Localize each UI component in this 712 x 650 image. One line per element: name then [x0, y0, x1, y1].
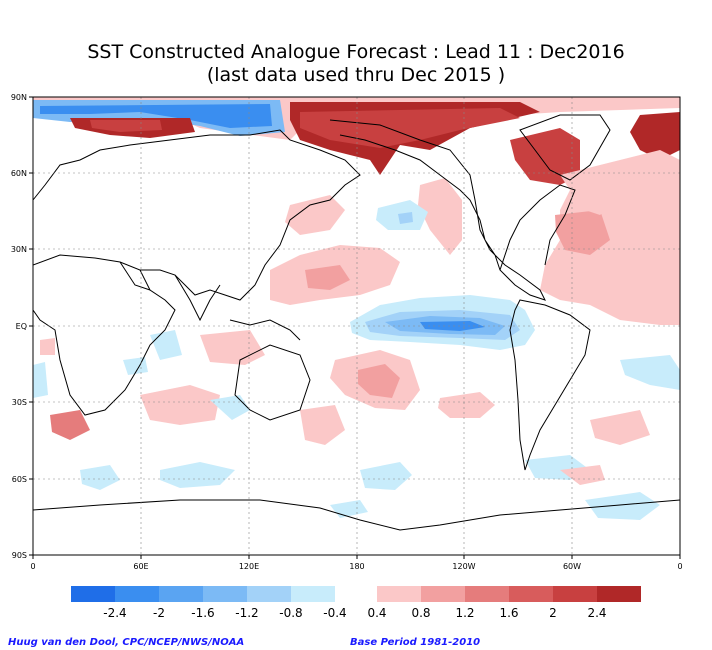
lon-label: 0 [30, 562, 35, 571]
graticule [33, 97, 680, 555]
colorbar-swatch-positive [421, 586, 465, 602]
colorbar-label: -1.2 [235, 606, 258, 620]
colorbar-swatch-negative [115, 586, 159, 602]
colorbar-swatch-negative [71, 586, 115, 602]
credit-author: Huug van den Dool, CPC/NCEP/NWS/NOAA [8, 637, 245, 648]
colorbar-swatch-positive [509, 586, 553, 602]
lat-label: 30S [12, 398, 27, 407]
colorbar-swatch-positive [553, 586, 597, 602]
lat-label: 30N [11, 245, 27, 254]
colorbar-label: 2.4 [587, 606, 606, 620]
colorbar-label: -0.8 [279, 606, 302, 620]
anomaly-field [33, 97, 680, 555]
lon-label: 180 [349, 562, 364, 571]
colorbar-label: -2 [153, 606, 165, 620]
colorbar-label: -2.4 [103, 606, 126, 620]
colorbar-label: -0.4 [323, 606, 346, 620]
map-title: SST Constructed Analogue Forecast : Lead… [87, 41, 625, 63]
lon-label: 0 [677, 562, 682, 571]
coastlines [33, 114, 680, 531]
north-atlantic-warm-anomaly [540, 150, 680, 325]
colorbar-swatch-negative [247, 586, 291, 602]
lat-label: 60S [12, 475, 27, 484]
colorbar-swatch-negative [159, 586, 203, 602]
lat-label: 90S [12, 551, 27, 560]
colorbar-label: -1.6 [191, 606, 214, 620]
colorbar-label: 2 [549, 606, 557, 620]
colorbar-swatch-positive [377, 586, 421, 602]
lon-label: 60W [563, 562, 581, 571]
lat-label: EQ [16, 322, 27, 331]
map-subtitle: (last data used thru Dec 2015 ) [206, 64, 506, 86]
colorbar-label: 1.2 [455, 606, 474, 620]
colorbar-label: 0.8 [411, 606, 430, 620]
colorbar-swatch-positive [597, 586, 641, 602]
colorbar-swatch-positive [465, 586, 509, 602]
latitude-labels: 90N 60N 30N EQ 30S 60S 90S [11, 93, 27, 560]
lon-label: 60E [133, 562, 148, 571]
credit-base-period: Base Period 1981-2010 [350, 637, 481, 648]
axis-ticks [29, 96, 681, 559]
colorbar-label: 0.4 [367, 606, 386, 620]
lat-label: 60N [11, 169, 27, 178]
lon-label: 120E [239, 562, 259, 571]
colorbar-swatch-negative [203, 586, 247, 602]
lat-label: 90N [11, 93, 27, 102]
colorbar-label: 1.6 [499, 606, 518, 620]
colorbar: -2.4 -2 -1.6 -1.2 -0.8 -0.4 0.4 0.8 1.2 1.6 2 2.4 [71, 586, 641, 620]
longitude-labels: 0 60E 120E 180 120W 60W 0 [30, 562, 682, 571]
lon-label: 120W [452, 562, 475, 571]
colorbar-swatch-negative [291, 586, 335, 602]
